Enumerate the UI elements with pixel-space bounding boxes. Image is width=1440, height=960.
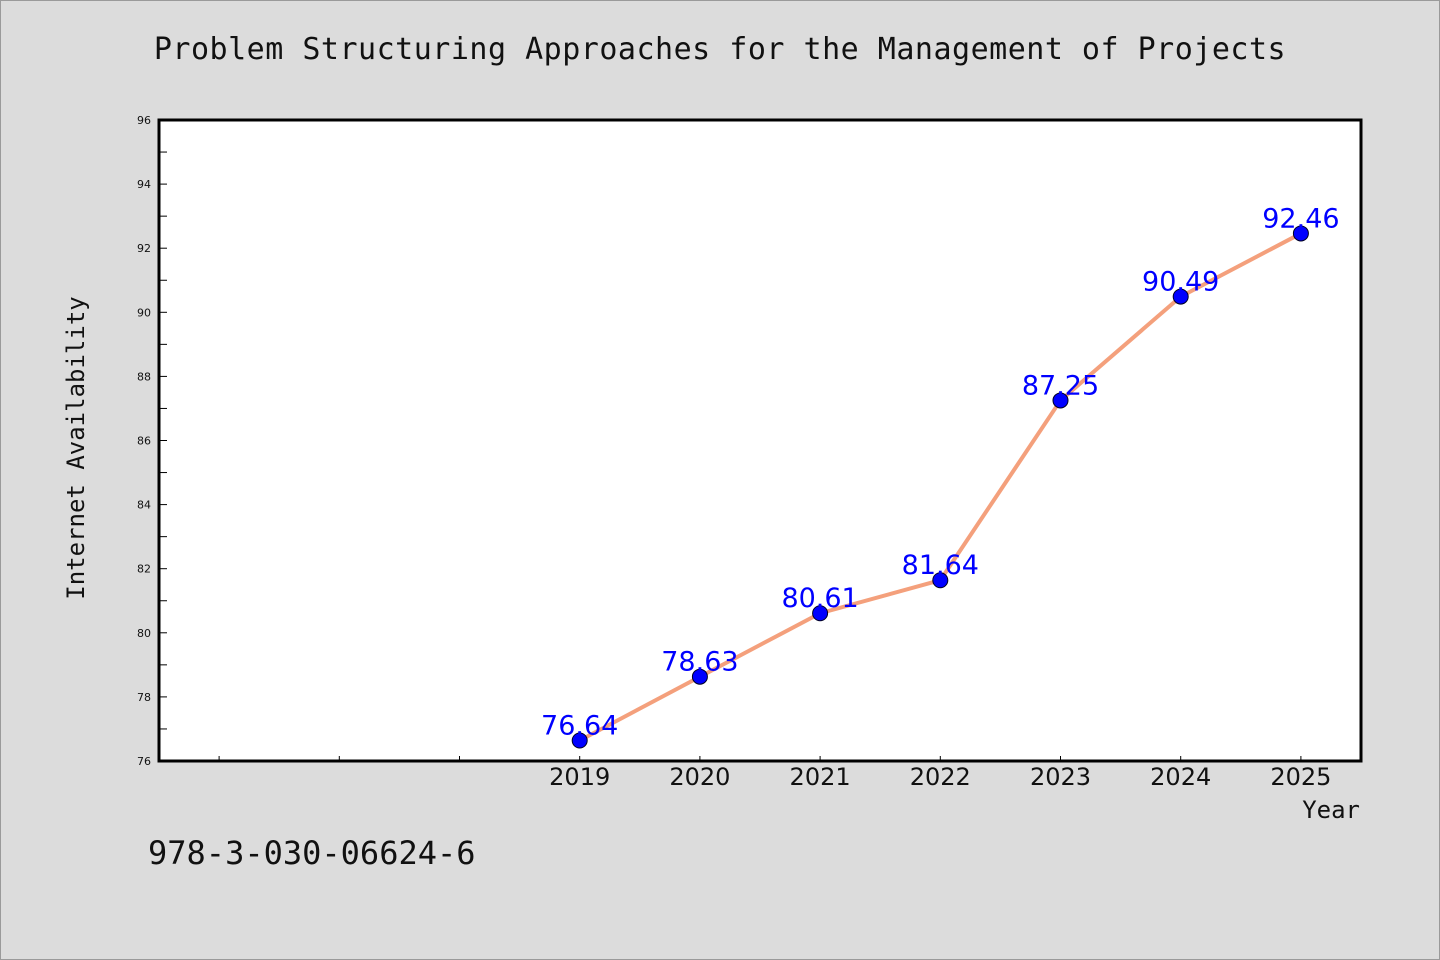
data-label: 78.63 [661, 647, 738, 678]
y-tick-label: 84 [137, 499, 151, 512]
y-tick-label: 96 [137, 114, 151, 127]
x-tick-label: 2024 [1150, 763, 1211, 791]
y-tick-label: 86 [137, 435, 151, 448]
y-tick-label: 94 [137, 178, 151, 191]
x-axis-label: Year [1302, 796, 1360, 824]
y-tick-label: 82 [137, 563, 151, 576]
x-tick-label: 2021 [790, 763, 851, 791]
x-tick-label: 2025 [1270, 763, 1331, 791]
data-point [691, 668, 708, 685]
x-tick-label: 2020 [669, 763, 730, 791]
data-point [571, 732, 588, 749]
axis-ticks: 76 78 80 82 84 86 88 90 92 94 96 2019 2020 2021 2022 20… [137, 114, 1331, 791]
y-tick-label: 78 [137, 691, 151, 704]
footer-isbn-text: 978-3-030-06624-6 [148, 834, 476, 872]
y-tick-label: 90 [137, 306, 151, 319]
data-label: 81.64 [902, 550, 979, 581]
data-point [1052, 392, 1069, 409]
series-group: 76.64 78.63 80.61 81.64 87.25 90.49 92.46 [541, 203, 1340, 749]
data-label: 90.49 [1142, 267, 1219, 298]
x-tick-label: 2023 [1030, 763, 1091, 791]
data-label: 80.61 [781, 583, 858, 614]
data-point [932, 572, 949, 589]
plot-area [157, 118, 1363, 763]
y-tick-label: 88 [137, 370, 151, 383]
x-tick-label: 2022 [910, 763, 971, 791]
data-point [1292, 225, 1309, 242]
x-tick-label: 2019 [549, 763, 610, 791]
y-tick-label: 92 [137, 242, 151, 255]
data-label: 87.25 [1022, 370, 1099, 401]
y-tick-label: 76 [137, 755, 151, 768]
data-label: 76.64 [541, 710, 618, 741]
data-point [812, 605, 829, 622]
chart-title: Problem Structuring Approaches for the M… [153, 32, 1287, 67]
data-label: 92.46 [1262, 203, 1339, 234]
y-tick-label: 80 [137, 627, 151, 640]
data-point [1172, 288, 1189, 305]
